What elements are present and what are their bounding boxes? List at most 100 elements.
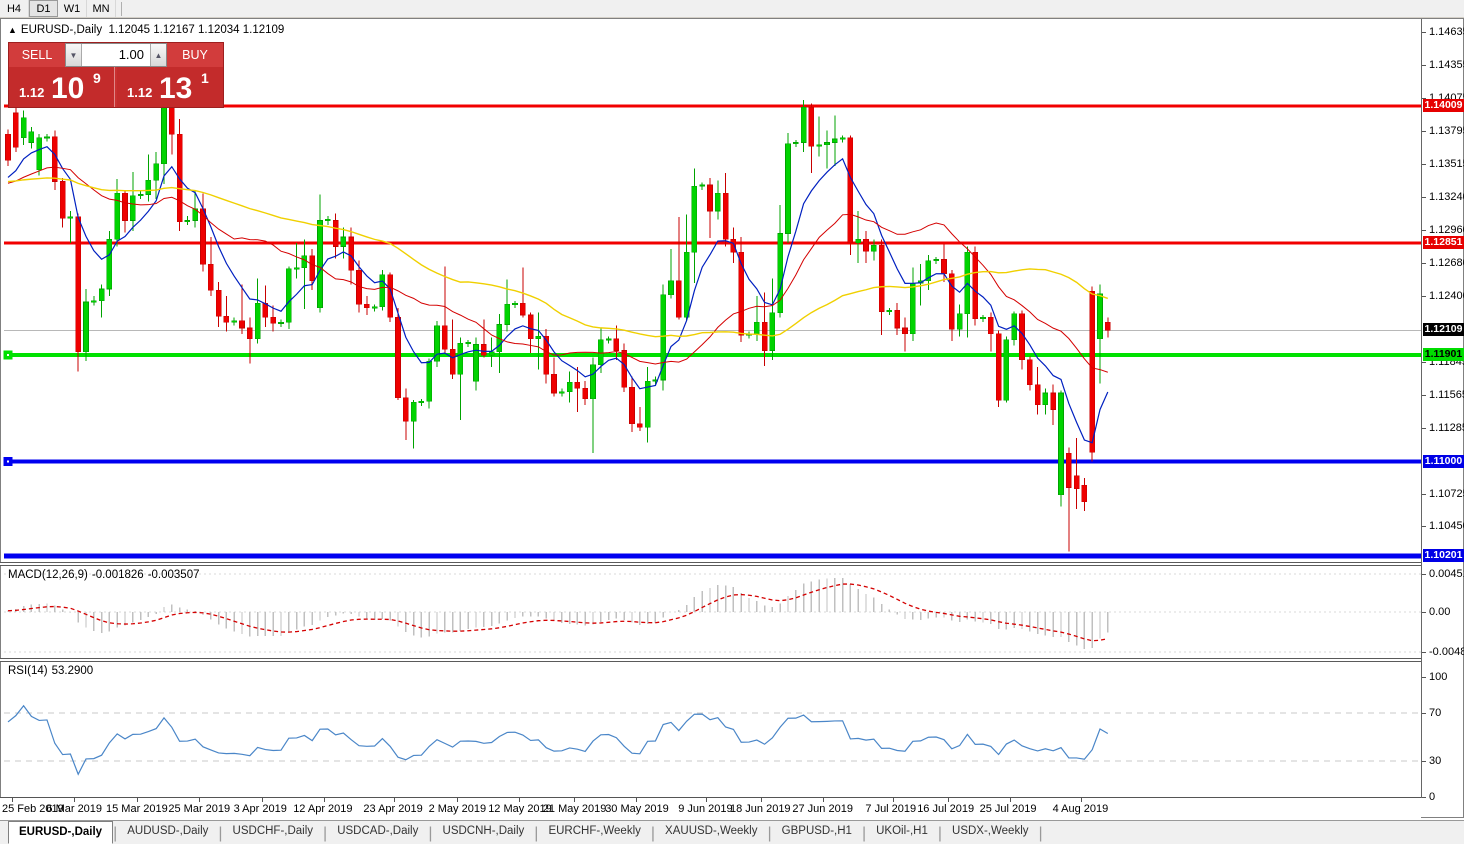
candle[interactable] — [902, 327, 908, 335]
buy-price-display[interactable]: 1.12 13 1 — [117, 67, 223, 107]
candle[interactable] — [67, 216, 74, 219]
candle[interactable] — [590, 364, 596, 400]
candle[interactable] — [371, 306, 378, 309]
candle[interactable] — [1089, 291, 1095, 453]
candle[interactable] — [247, 327, 253, 339]
candle[interactable] — [410, 402, 417, 422]
candle[interactable] — [847, 137, 854, 244]
candle[interactable] — [707, 184, 713, 212]
candle[interactable] — [106, 239, 113, 290]
candle[interactable] — [114, 193, 120, 240]
pane-separator-main-macd[interactable] — [0, 562, 1421, 566]
tab-eurchfweekly[interactable]: EURCHF-,Weekly — [548, 825, 641, 837]
candle[interactable] — [28, 131, 35, 143]
price-scale[interactable]: 1.146351.143551.140751.137951.135151.132… — [1421, 19, 1464, 803]
candle[interactable] — [145, 180, 152, 195]
candle[interactable] — [1097, 293, 1103, 339]
candle[interactable] — [995, 333, 1002, 401]
candle[interactable] — [449, 348, 456, 375]
tab-usdcnhdaily[interactable]: USDCNH-,Daily — [442, 825, 525, 837]
candle[interactable] — [785, 143, 791, 234]
candle[interactable] — [886, 309, 893, 312]
candle[interactable] — [59, 181, 66, 219]
candle[interactable] — [91, 300, 97, 303]
candle[interactable] — [941, 259, 947, 274]
tab-ukoilh1[interactable]: UKOil-,H1 — [876, 825, 928, 837]
candle[interactable] — [987, 317, 994, 335]
tab-usdxweekly[interactable]: USDX-,Weekly — [952, 825, 1029, 837]
buy-button[interactable]: BUY — [167, 43, 223, 67]
candle[interactable] — [824, 142, 830, 146]
candle[interactable] — [816, 144, 823, 147]
candle[interactable] — [418, 400, 425, 403]
candle[interactable] — [761, 321, 768, 351]
sell-button[interactable]: SELL — [9, 43, 65, 67]
candle[interactable] — [5, 133, 11, 161]
candle[interactable] — [863, 239, 869, 252]
candle[interactable] — [948, 273, 955, 330]
candle[interactable] — [512, 302, 518, 305]
candle[interactable] — [644, 380, 651, 428]
candle[interactable] — [933, 259, 940, 262]
candle[interactable] — [597, 339, 604, 365]
tab-audusddaily[interactable]: AUDUSD-,Daily — [127, 825, 209, 837]
candle[interactable] — [488, 351, 495, 356]
candle[interactable] — [621, 350, 628, 388]
candle[interactable] — [660, 294, 667, 381]
candle[interactable] — [395, 317, 401, 399]
sell-price-display[interactable]: 1.12 10 9 — [9, 67, 115, 107]
candle[interactable] — [730, 239, 737, 253]
candle[interactable] — [130, 195, 136, 221]
candle[interactable] — [340, 236, 347, 247]
candle[interactable] — [956, 313, 963, 330]
candle[interactable] — [839, 137, 846, 140]
candle[interactable] — [332, 220, 339, 247]
candle[interactable] — [613, 338, 620, 351]
tab-usdcaddaily[interactable]: USDCAD-,Daily — [337, 825, 419, 837]
candle[interactable] — [909, 282, 916, 335]
candle[interactable] — [426, 360, 433, 402]
candle[interactable] — [208, 263, 214, 291]
candle[interactable] — [582, 387, 589, 400]
candle[interactable] — [239, 320, 245, 329]
candle[interactable] — [543, 335, 550, 375]
candle[interactable] — [972, 252, 979, 319]
candle[interactable] — [270, 317, 277, 324]
candle[interactable] — [13, 112, 19, 148]
candle[interactable] — [1073, 475, 1080, 489]
candle[interactable] — [441, 325, 448, 350]
collapse-arrow-icon[interactable]: ▲ — [8, 25, 17, 35]
volume-input[interactable]: 1.00 — [82, 44, 150, 66]
tab-usdchfdaily[interactable]: USDCHF-,Daily — [232, 825, 314, 837]
candle[interactable] — [215, 289, 222, 317]
macd-chart-canvas[interactable] — [0, 566, 1421, 658]
candle[interactable] — [1034, 384, 1041, 406]
candle[interactable] — [1058, 392, 1064, 495]
candle[interactable] — [777, 233, 784, 313]
candle[interactable] — [98, 288, 105, 302]
candle[interactable] — [223, 315, 230, 323]
candle[interactable] — [738, 252, 745, 336]
candle[interactable] — [44, 136, 50, 139]
timeframe-button-w1[interactable]: W1 — [58, 0, 87, 17]
candle[interactable] — [855, 239, 862, 244]
candle[interactable] — [675, 280, 682, 318]
rsi-chart-canvas[interactable] — [0, 662, 1421, 797]
main-price-chart-canvas[interactable] — [0, 19, 1421, 562]
candle[interactable] — [925, 260, 932, 282]
candle[interactable] — [691, 185, 698, 253]
candle[interactable] — [402, 397, 409, 422]
candle[interactable] — [36, 137, 43, 170]
candle[interactable] — [20, 117, 27, 139]
candle[interactable] — [870, 244, 877, 252]
candle[interactable] — [1105, 321, 1111, 331]
candle[interactable] — [566, 382, 573, 393]
candle[interactable] — [535, 335, 542, 339]
candle[interactable] — [1081, 484, 1088, 502]
candle[interactable] — [379, 274, 386, 308]
timeframe-button-mn[interactable]: MN — [87, 0, 116, 17]
candle[interactable] — [457, 343, 464, 375]
candle[interactable] — [309, 255, 316, 282]
tab-gbpusdh1[interactable]: GBPUSD-,H1 — [781, 825, 852, 837]
candle[interactable] — [83, 301, 89, 352]
